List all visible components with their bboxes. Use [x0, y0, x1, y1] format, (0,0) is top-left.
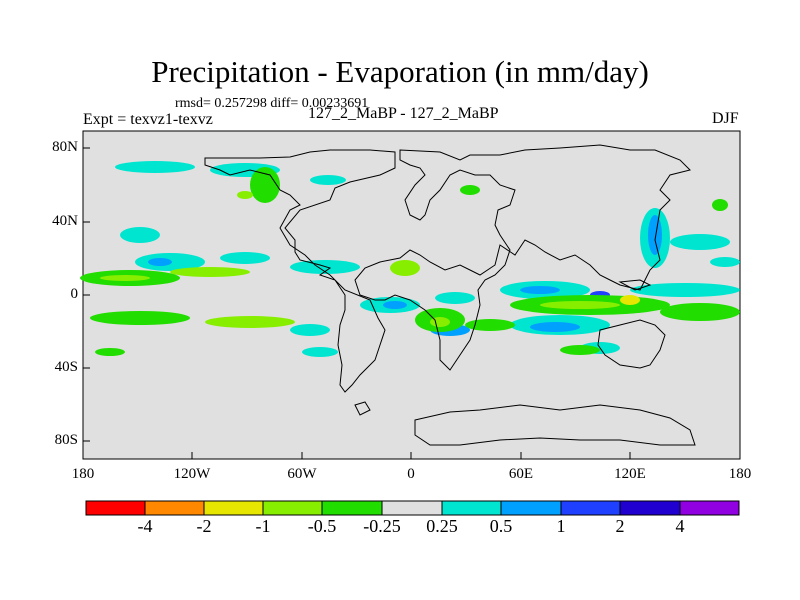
colorbar-box-10 [619, 500, 681, 516]
lon-label-180e: 180 [728, 466, 752, 482]
lon-label-0: 0 [407, 466, 415, 482]
case-label: 127_2_MaBP - 127_2_MaBP [308, 105, 499, 122]
lat-label-80s: 80S [54, 432, 78, 448]
lat-label-40s: 40S [54, 359, 78, 375]
colorbar-box-6 [381, 500, 443, 516]
map-background [82, 130, 741, 460]
negative-anomaly-patches [80, 167, 740, 356]
axis-ticks [83, 147, 631, 459]
stats-text: rmsd= 0.257298 diff= 0.00233691 [175, 96, 369, 111]
lon-label-120e: 120E [614, 466, 646, 482]
colorbar-label: 2 [615, 516, 625, 536]
colorbar-label: -0.25 [363, 516, 401, 536]
experiment-label: Expt = texvz1-texvz [83, 111, 213, 128]
colorbar-box-9 [560, 500, 621, 516]
colorbar-label: 4 [675, 516, 685, 536]
colorbar-box-7 [441, 500, 502, 516]
lat-label-80n: 80N [52, 139, 78, 155]
coastlines [204, 144, 696, 446]
colorbar-label: -1 [255, 516, 271, 536]
colorbar-box-1 [85, 500, 146, 516]
colorbar-label: -0.5 [307, 516, 337, 536]
colorbar [85, 500, 740, 516]
colorbar-label: 0.5 [489, 516, 513, 536]
lon-label-180w: 180 [71, 466, 95, 482]
lat-label-0: 0 [70, 286, 79, 302]
colorbar-box-5 [321, 500, 383, 516]
lat-label-40n: 40N [52, 213, 78, 229]
season-label: DJF [712, 110, 739, 127]
colorbar-label: 0.25 [426, 516, 458, 536]
lon-label-60w: 60W [287, 466, 317, 482]
colorbar-box-3 [203, 500, 264, 516]
colorbar-box-8 [500, 500, 562, 516]
colorbar-label: -2 [196, 516, 212, 536]
colorbar-box-11 [679, 500, 740, 516]
colorbar-label: -4 [137, 516, 153, 536]
colorbar-box-4 [262, 500, 323, 516]
lon-label-120w: 120W [173, 466, 211, 482]
lon-label-60e: 60E [508, 466, 534, 482]
chart-title: Precipitation - Evaporation (in mm/day) [151, 54, 649, 89]
colorbar-box-2 [144, 500, 205, 516]
colorbar-label: 1 [556, 516, 566, 536]
